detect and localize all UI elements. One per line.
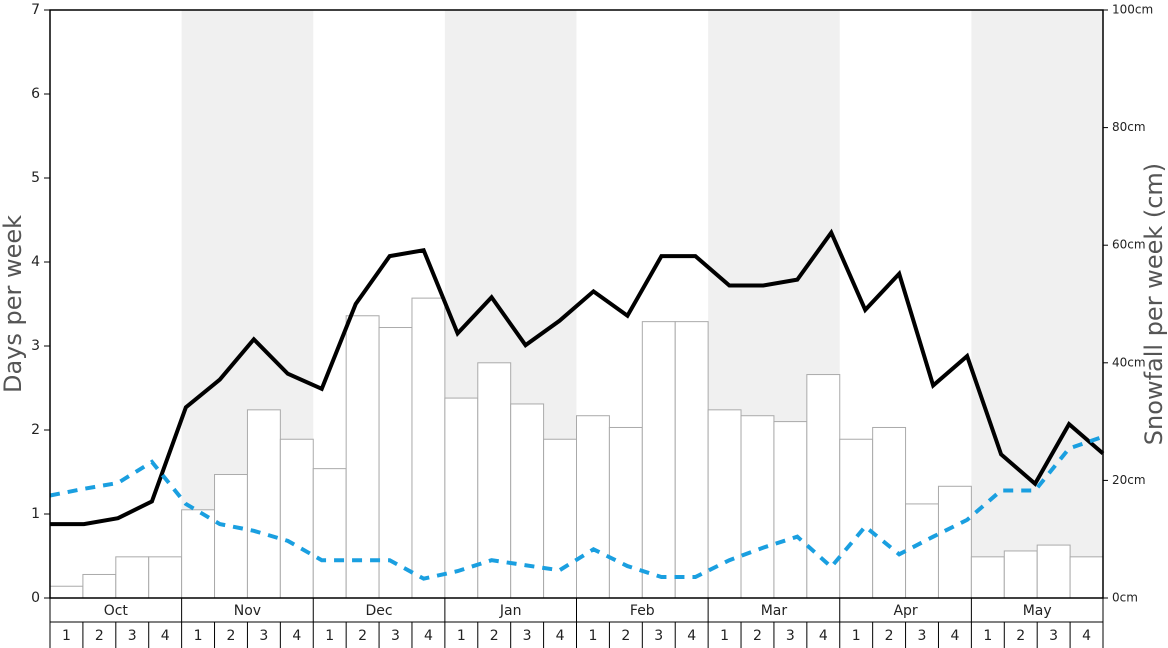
week-label: 1 (983, 628, 992, 644)
week-label: 1 (588, 628, 597, 644)
week-label: 3 (918, 628, 927, 644)
week-label: 2 (95, 628, 104, 644)
bar (1069, 556, 1104, 599)
bar (477, 362, 512, 599)
week-label: 4 (161, 628, 170, 644)
line-series (50, 228, 1105, 527)
bar (905, 503, 939, 599)
week-label: 3 (1049, 628, 1058, 644)
bar (1003, 550, 1038, 599)
bar (148, 556, 183, 599)
bar (181, 509, 216, 599)
week-label: 1 (194, 628, 203, 644)
month-label: Dec (366, 603, 393, 619)
bar (312, 468, 347, 599)
month-shade (971, 10, 1103, 598)
y-axis-title: Days per week (0, 215, 27, 393)
bar (740, 415, 775, 599)
bar (246, 409, 281, 599)
bar (674, 321, 709, 599)
week-label: 3 (786, 628, 795, 644)
bar (970, 556, 1005, 599)
week-label: 1 (852, 628, 861, 644)
bar (872, 426, 907, 599)
y2-axis-title: Snowfall per week (cm) (1140, 163, 1168, 445)
week-label: 2 (621, 628, 630, 644)
y2-tick-label: 100cm (1112, 3, 1153, 17)
week-label: 2 (227, 628, 236, 644)
week-label: 4 (424, 628, 433, 644)
bar (411, 297, 446, 599)
y-tick-label: 1 (31, 506, 40, 522)
week-label: 4 (950, 628, 959, 644)
y-tick-label: 2 (31, 422, 40, 438)
week-label: 1 (720, 628, 729, 644)
bar (345, 315, 380, 599)
y-tick-label: 7 (31, 2, 40, 18)
week-label: 4 (1082, 628, 1091, 644)
week-label: 2 (885, 628, 894, 644)
week-label: 1 (62, 628, 71, 644)
bar (49, 585, 84, 599)
week-label: 3 (523, 628, 532, 644)
bar (543, 438, 577, 599)
week-label: 3 (654, 628, 663, 644)
week-label: 3 (259, 628, 268, 644)
bar (82, 573, 117, 599)
bar (378, 327, 413, 599)
y2-tick-label: 40cm (1112, 355, 1146, 369)
y2-tick-label: 60cm (1112, 238, 1146, 252)
y2-tick-label: 80cm (1112, 120, 1146, 134)
week-label: 4 (292, 628, 301, 644)
week-label: 3 (128, 628, 137, 644)
week-label: 2 (753, 628, 762, 644)
week-label: 1 (325, 628, 334, 644)
bar (641, 321, 676, 599)
bar (839, 438, 874, 599)
week-label: 2 (1016, 628, 1025, 644)
y-tick-label: 5 (31, 170, 40, 186)
y-tick-label: 4 (31, 254, 40, 270)
month-label: Nov (234, 603, 261, 619)
week-label: 4 (819, 628, 828, 644)
month-label: Mar (761, 603, 788, 619)
y2-tick-label: 20cm (1112, 473, 1146, 487)
y-tick-label: 0 (31, 590, 40, 606)
month-label: May (1023, 603, 1052, 619)
bar (608, 426, 643, 599)
bar (115, 556, 150, 599)
bar (214, 474, 248, 599)
month-label: Jan (499, 603, 522, 619)
week-label: 2 (490, 628, 499, 644)
week-label: 4 (687, 628, 696, 644)
week-label: 4 (556, 628, 565, 644)
week-label: 1 (457, 628, 466, 644)
week-label: 3 (391, 628, 400, 644)
line-series (49, 434, 1104, 581)
bar (937, 485, 972, 599)
month-label: Apr (893, 603, 917, 619)
bar (279, 438, 314, 599)
y2-tick-label: 0cm (1112, 591, 1138, 605)
bar (576, 415, 610, 599)
bar (1036, 544, 1071, 599)
month-label: Oct (104, 603, 129, 619)
y-tick-label: 6 (31, 86, 40, 102)
bar (773, 421, 808, 599)
y-tick-label: 3 (31, 338, 40, 354)
bar (510, 403, 545, 599)
month-label: Feb (630, 603, 655, 619)
week-label: 2 (358, 628, 367, 644)
